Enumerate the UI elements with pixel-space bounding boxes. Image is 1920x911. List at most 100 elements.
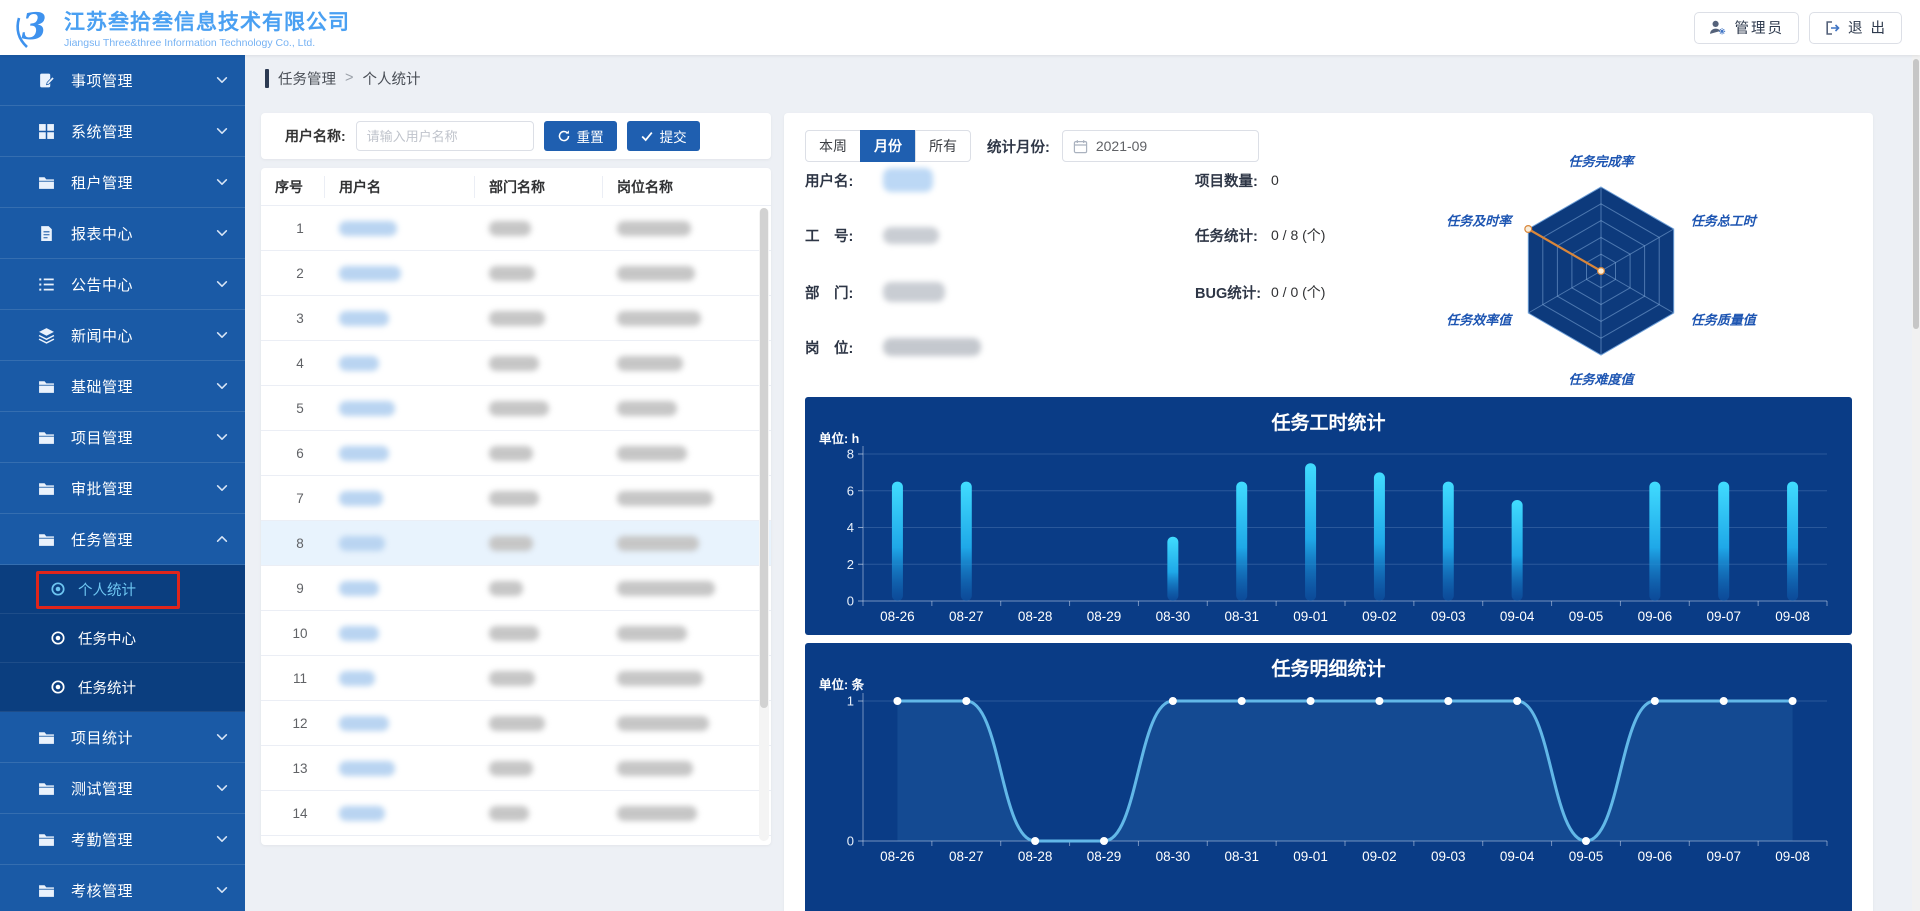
table-row[interactable]: 10 <box>261 611 771 656</box>
cell-position <box>603 805 755 821</box>
table-row[interactable]: 9 <box>261 566 771 611</box>
table-row[interactable]: 12 <box>261 701 771 746</box>
sidebar-item-system-management[interactable]: 系统管理 <box>0 106 245 157</box>
table-row[interactable]: 2 <box>261 251 771 296</box>
sidebar-item-label: 考勤管理 <box>71 831 134 849</box>
department-redacted <box>489 715 545 731</box>
position-redacted <box>617 715 709 731</box>
table-row[interactable]: 13 <box>261 746 771 791</box>
cell-position <box>603 670 755 686</box>
sidebar-subitem-task-center[interactable]: 任务中心 <box>0 614 245 663</box>
position-redacted <box>617 625 687 641</box>
sidebar-item-approval-management[interactable]: 审批管理 <box>0 463 245 514</box>
chevron-down-icon <box>215 430 229 444</box>
cell-index: 11 <box>292 670 307 686</box>
bar-chart-xtick: 08-28 <box>1018 609 1053 624</box>
check-icon <box>640 129 654 143</box>
circle-dot-icon <box>50 581 66 597</box>
table-row[interactable]: 14 <box>261 791 771 836</box>
line-point <box>1444 697 1453 705</box>
table-row[interactable]: 11 <box>261 656 771 701</box>
sidebar-subitem-personal-stats[interactable]: 个人统计 <box>0 565 245 614</box>
sidebar-item-label: 考核管理 <box>71 882 134 900</box>
page-scrollbar[interactable] <box>1912 55 1920 911</box>
table-row[interactable]: 1 <box>261 206 771 251</box>
submenu-task-management: 个人统计 任务中心 任务统计 <box>0 565 245 712</box>
line-point <box>1100 837 1108 845</box>
table-scrollbar[interactable] <box>759 208 769 841</box>
table-row[interactable]: 3 <box>261 296 771 341</box>
sidebar-item-test-management[interactable]: 测试管理 <box>0 763 245 814</box>
cell-username <box>325 265 475 281</box>
page-scrollbar-thumb[interactable] <box>1913 59 1919 329</box>
column-header-2: 部门名称 <box>475 175 603 198</box>
sidebar-item-report-center[interactable]: 报表中心 <box>0 208 245 259</box>
sidebar-subitem-task-stats[interactable]: 任务统计 <box>0 663 245 712</box>
task-stat-value: 0 / 8 (个) <box>1271 227 1326 243</box>
tab-week[interactable]: 本周 <box>805 130 861 162</box>
chevron-down-icon <box>215 124 229 138</box>
bar <box>1787 481 1799 601</box>
calendar-icon <box>1073 139 1088 154</box>
sidebar-item-project-management[interactable]: 项目管理 <box>0 412 245 463</box>
cell-index: 4 <box>296 355 304 371</box>
line-chart-xtick: 08-28 <box>1018 849 1053 864</box>
username-value-redacted <box>883 168 933 192</box>
sidebar-item-attendance-management[interactable]: 考勤管理 <box>0 814 245 865</box>
bar-chart-xtick: 08-30 <box>1156 609 1191 624</box>
sidebar-item-label: 公告中心 <box>71 276 134 294</box>
line-point <box>1375 697 1384 705</box>
username-redacted <box>339 400 395 416</box>
line-point <box>1306 697 1315 705</box>
table-scrollbar-thumb[interactable] <box>760 208 768 708</box>
department-redacted <box>489 355 539 371</box>
sidebar-item-assessment-management[interactable]: 考核管理 <box>0 865 245 911</box>
sidebar-item-basic-management[interactable]: 基础管理 <box>0 361 245 412</box>
bar <box>1305 463 1317 601</box>
chevron-down-icon <box>215 73 229 87</box>
cell-position <box>603 535 755 551</box>
sidebar-item-task-management[interactable]: 任务管理 <box>0 514 245 565</box>
cell-index: 3 <box>296 310 304 326</box>
sidebar-item-matter-management[interactable]: 事项管理 <box>0 55 245 106</box>
bar-chart-xtick: 09-01 <box>1293 609 1328 624</box>
month-picker[interactable]: 2021-09 <box>1061 130 1259 162</box>
table-row[interactable]: 6 <box>261 431 771 476</box>
folder-icon <box>38 480 55 497</box>
user-summary: 用户名: 工 号: 部 门: 岗 位: <box>784 154 1873 397</box>
cell-index: 8 <box>296 535 304 551</box>
department-redacted <box>489 400 549 416</box>
cell-username <box>325 535 475 551</box>
cell-department <box>475 445 603 461</box>
stats-toolbar: 本周 月份 所有 统计月份: 2021-09 <box>784 113 1873 167</box>
month-picker-value: 2021-09 <box>1095 138 1148 154</box>
reset-button[interactable]: 重置 <box>543 121 617 151</box>
cell-department <box>475 760 603 776</box>
table-row[interactable]: 5 <box>261 386 771 431</box>
table-row[interactable]: 4 <box>261 341 771 386</box>
table-row[interactable]: 7 <box>261 476 771 521</box>
line-point <box>1788 697 1797 705</box>
sidebar-item-news-center[interactable]: 新闻中心 <box>0 310 245 361</box>
company-name-cn: 江苏叁拾叁信息技术有限公司 <box>64 11 350 34</box>
dept-value-redacted <box>883 282 945 302</box>
tab-month[interactable]: 月份 <box>860 130 916 162</box>
admin-button[interactable]: 管理员 <box>1694 11 1799 44</box>
username-search-input[interactable] <box>355 121 534 151</box>
position-redacted <box>617 535 699 551</box>
table-row[interactable]: 8 <box>261 521 771 566</box>
username-redacted <box>339 310 389 326</box>
radar-chart: 任务完成率 任务总工时 任务质量值 任务难度值 任务效率值 任务及时率 <box>1436 141 1766 401</box>
sidebar-item-tenant-management[interactable]: 租户管理 <box>0 157 245 208</box>
file-icon <box>38 225 55 242</box>
bar <box>1442 481 1454 601</box>
logout-button[interactable]: 退 出 <box>1808 11 1902 44</box>
sidebar-item-notice-center[interactable]: 公告中心 <box>0 259 245 310</box>
department-redacted <box>489 445 533 461</box>
admin-button-label: 管理员 <box>1734 21 1784 37</box>
submit-button[interactable]: 提交 <box>626 121 700 151</box>
line-point <box>1719 697 1728 705</box>
sidebar-item-project-stats[interactable]: 项目统计 <box>0 712 245 763</box>
folder-icon <box>38 780 55 797</box>
tab-all[interactable]: 所有 <box>915 130 971 162</box>
